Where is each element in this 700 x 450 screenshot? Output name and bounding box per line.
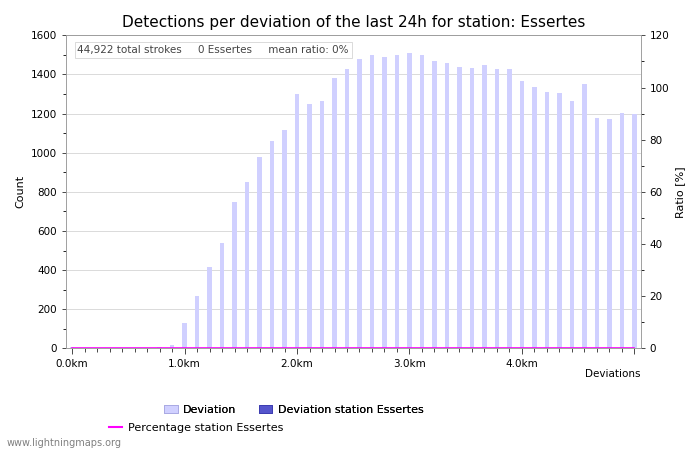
Bar (158, 347, 162, 348)
Percentage station Essertes (118, 346, 126, 351)
Bar (270, 141, 274, 348)
Bar (457, 67, 462, 348)
Text: 44,922 total strokes     0 Essertes     mean ratio: 0%: 44,922 total strokes 0 Essertes mean rat… (77, 45, 349, 55)
Percentage station Essertes (593, 346, 601, 351)
Percentage station Essertes (293, 346, 301, 351)
Bar (582, 84, 587, 348)
Percentage station Essertes (80, 346, 89, 351)
Bar (382, 57, 386, 348)
Percentage station Essertes (318, 346, 326, 351)
Bar (407, 53, 412, 348)
Bar (207, 267, 211, 348)
Percentage station Essertes (630, 346, 638, 351)
Bar (370, 55, 374, 348)
Bar (395, 55, 399, 348)
Bar (444, 63, 449, 348)
Percentage station Essertes (106, 346, 114, 351)
Percentage station Essertes (580, 346, 589, 351)
Percentage station Essertes (155, 346, 164, 351)
Bar (532, 87, 537, 348)
Percentage station Essertes (343, 346, 351, 351)
Percentage station Essertes (268, 346, 277, 351)
Bar (195, 296, 200, 348)
Percentage station Essertes (455, 346, 463, 351)
Bar (632, 113, 636, 348)
Percentage station Essertes (393, 346, 401, 351)
Percentage station Essertes (493, 346, 501, 351)
Y-axis label: Count: Count (15, 176, 25, 208)
Percentage station Essertes (256, 346, 264, 351)
Percentage station Essertes (93, 346, 102, 351)
Percentage station Essertes (243, 346, 251, 351)
Percentage station Essertes (568, 346, 576, 351)
Bar (332, 78, 337, 348)
Percentage station Essertes (468, 346, 476, 351)
Percentage station Essertes (505, 346, 514, 351)
Bar (545, 92, 549, 348)
Bar (345, 68, 349, 348)
Percentage station Essertes (143, 346, 151, 351)
Bar (320, 101, 324, 348)
Percentage station Essertes (443, 346, 452, 351)
Text: www.lightningmaps.org: www.lightningmaps.org (7, 438, 122, 448)
Percentage station Essertes (418, 346, 426, 351)
Bar (183, 323, 187, 348)
Percentage station Essertes (218, 346, 226, 351)
Percentage station Essertes (555, 346, 564, 351)
Bar (607, 118, 612, 348)
Legend: Deviation, Deviation station Essertes: Deviation, Deviation station Essertes (160, 401, 428, 420)
Bar (357, 59, 362, 348)
Bar (495, 68, 499, 348)
Percentage station Essertes (168, 346, 176, 351)
Bar (482, 65, 486, 348)
Percentage station Essertes (181, 346, 189, 351)
Percentage station Essertes (130, 346, 139, 351)
Percentage station Essertes (205, 346, 214, 351)
Percentage station Essertes (356, 346, 364, 351)
Bar (295, 94, 299, 348)
Percentage station Essertes (280, 346, 288, 351)
Percentage station Essertes (230, 346, 239, 351)
Percentage station Essertes (530, 346, 538, 351)
Percentage station Essertes (542, 346, 551, 351)
Percentage station Essertes (193, 346, 201, 351)
Bar (307, 104, 312, 348)
Percentage station Essertes (405, 346, 414, 351)
Percentage station Essertes (330, 346, 339, 351)
Percentage station Essertes (430, 346, 439, 351)
Bar (570, 101, 574, 348)
Percentage station Essertes (518, 346, 526, 351)
Percentage station Essertes (305, 346, 314, 351)
Percentage station Essertes (617, 346, 626, 351)
Bar (557, 93, 561, 348)
Bar (470, 68, 474, 348)
Title: Detections per deviation of the last 24h for station: Essertes: Detections per deviation of the last 24h… (122, 15, 585, 30)
Bar (258, 157, 262, 348)
Bar (508, 68, 512, 348)
Bar (282, 130, 287, 348)
Bar (520, 81, 524, 348)
Bar (170, 345, 174, 348)
Percentage station Essertes (480, 346, 489, 351)
Text: Deviations: Deviations (585, 369, 640, 379)
Bar (232, 202, 237, 348)
Percentage station Essertes (368, 346, 376, 351)
Bar (220, 243, 224, 348)
Percentage station Essertes (606, 346, 614, 351)
Bar (620, 112, 624, 348)
Percentage station Essertes (68, 346, 76, 351)
Percentage station Essertes (380, 346, 389, 351)
Bar (420, 55, 424, 348)
Bar (595, 117, 599, 348)
Bar (70, 347, 74, 348)
Legend: Percentage station Essertes: Percentage station Essertes (104, 419, 288, 438)
Y-axis label: Ratio [%]: Ratio [%] (675, 166, 685, 218)
Bar (433, 61, 437, 348)
Bar (245, 182, 249, 348)
